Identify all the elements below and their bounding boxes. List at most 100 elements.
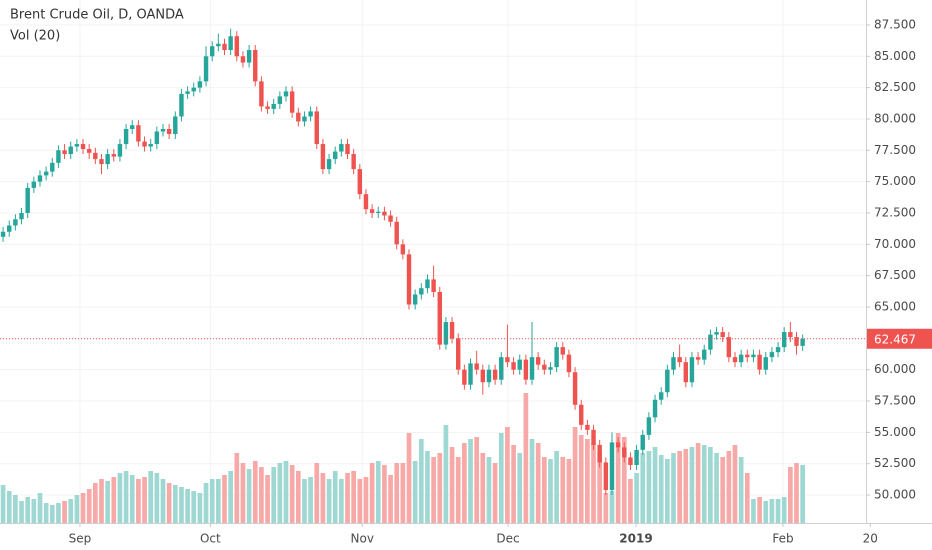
volume-bar [289,465,295,523]
volume-bar [744,473,750,523]
candle-body [677,357,682,363]
candle-body [271,103,276,109]
candle-body [486,369,492,383]
candle-body [480,369,486,383]
candle-body [173,116,178,135]
candle-body [357,169,363,195]
volume-bar [179,487,184,523]
volume-bar [677,451,682,523]
candle-body [652,399,658,418]
candle-body [259,81,264,107]
volume-bar [314,463,320,523]
candle-body [708,334,713,350]
candle-body [31,181,37,188]
volume-bar [209,479,215,523]
volume-bar [591,443,596,523]
candle-body [788,332,793,338]
volume-bar [443,425,449,523]
candle-body [382,211,387,216]
volume-bar [123,471,129,523]
candle-body [745,354,750,358]
volume-bar [142,477,147,523]
volume-bar [363,477,369,523]
candle-body [209,46,215,57]
volume-bar [283,461,289,523]
volume-bar [62,501,67,523]
volume-bar [6,491,12,523]
y-tick-label: 77.500 [874,143,916,157]
volume-bar [498,433,504,523]
volume-bar [664,459,670,523]
candle-body [572,372,578,405]
candle-body [425,279,430,289]
candle-body [302,116,307,122]
candle-body [308,111,313,117]
y-tick-label: 82.500 [874,80,916,94]
volume-bar [671,453,676,523]
volume-bar [105,481,110,523]
candle-body [228,36,233,51]
volume-bar [585,439,590,523]
volume-bar [228,471,233,523]
volume-bar [191,491,197,523]
volume-bar [652,447,658,523]
volume-bar [339,479,344,523]
volume-bar [517,453,523,523]
y-tick-label: 67.500 [874,268,916,282]
candle-body [185,91,190,94]
candle-body [265,106,270,109]
candle-body [240,56,246,63]
candle-body [376,211,381,213]
volume-bar [634,473,639,523]
x-tick-label: 2019 [619,532,652,546]
candle-body [419,288,424,295]
volume-bar [345,473,350,523]
candle-body [775,347,781,353]
volume-bar [148,471,154,523]
candle-body [314,111,319,145]
candle-body [800,338,805,346]
candle-body [191,87,196,92]
volume-bar [775,499,781,523]
candle-body [615,442,621,448]
candle-body [585,424,590,430]
candle-body [246,50,252,63]
volume-bar [560,457,566,523]
candle-body [283,91,289,97]
y-tick-label: 52.500 [874,456,916,470]
volume-bar [13,495,18,523]
candle-body [443,322,449,345]
y-tick-label: 80.000 [874,111,916,125]
candle-body [105,154,110,165]
candle-body [794,337,799,346]
volume-bar [74,495,80,523]
x-tick-label: Nov [351,532,374,546]
volume-bar [277,463,283,523]
volume-bar [701,445,707,523]
volume-bar [56,503,61,523]
y-tick-label: 50.000 [874,488,916,502]
volume-bar [511,445,516,523]
volume-bar [505,427,510,523]
candles [0,28,805,496]
candle-body [197,81,203,88]
y-tick-label: 75.000 [874,174,916,188]
candle-body [535,357,541,365]
volume-bar [259,467,264,523]
volume-bar [480,453,486,523]
price-label-box [867,328,932,349]
candle-body [738,354,744,363]
volume-bar [492,463,498,523]
candle-body [603,462,609,491]
candle-body [326,159,332,170]
volume-bar [111,477,117,523]
candle-body [646,417,652,435]
candle-body [160,128,166,132]
candle-body [123,128,129,145]
candle-body [695,357,701,360]
candle-body [400,244,406,255]
volume-bar [388,475,393,523]
volume-bar [714,453,719,523]
candle-body [658,392,664,400]
